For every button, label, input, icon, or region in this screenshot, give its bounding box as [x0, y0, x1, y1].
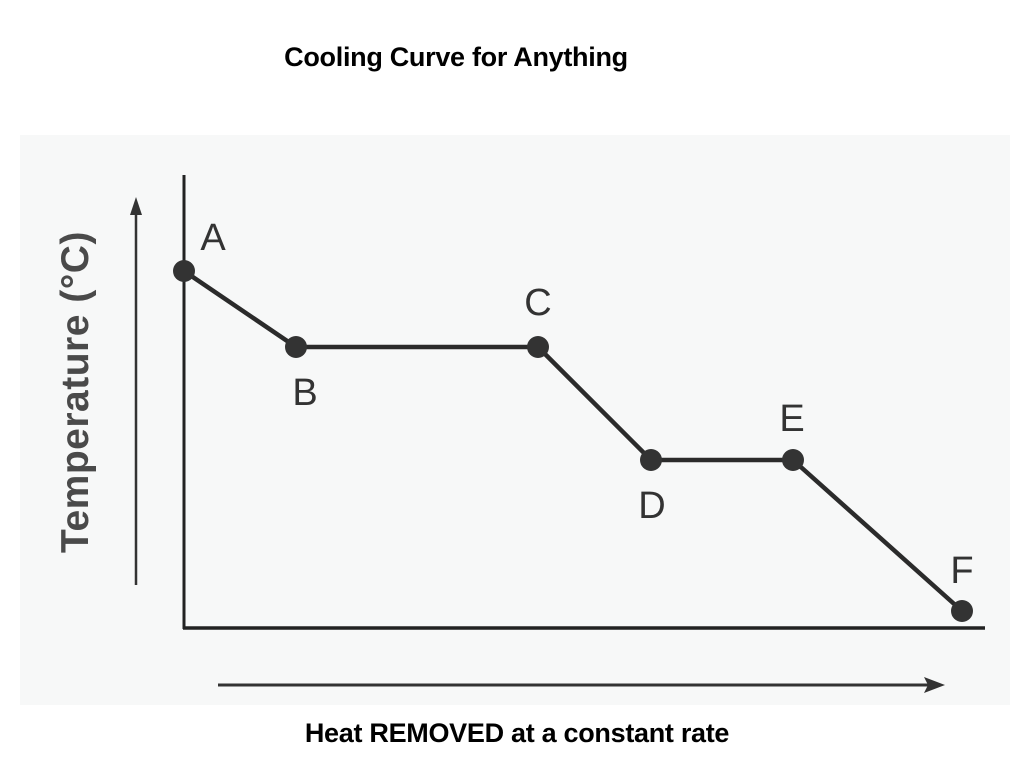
data-point-e [782, 449, 804, 471]
data-points [173, 260, 973, 622]
point-label-b: B [292, 372, 318, 414]
cooling-curve-line [182, 269, 964, 613]
point-label-d: D [638, 485, 666, 527]
up-arrow-icon [130, 197, 142, 585]
data-point-f [951, 600, 973, 622]
point-label-f: F [950, 550, 974, 592]
data-point-a [173, 260, 195, 282]
point-label-c: C [524, 282, 552, 324]
x-axis-label: Heat REMOVED at a constant rate [304, 718, 730, 748]
point-label-a: A [200, 217, 226, 259]
data-point-b [285, 336, 307, 358]
data-point-d [640, 449, 662, 471]
right-arrow-icon [218, 677, 945, 693]
point-label-e: E [779, 398, 805, 440]
data-point-c [527, 336, 549, 358]
chart-title: Cooling Curve for Anything [284, 42, 628, 72]
